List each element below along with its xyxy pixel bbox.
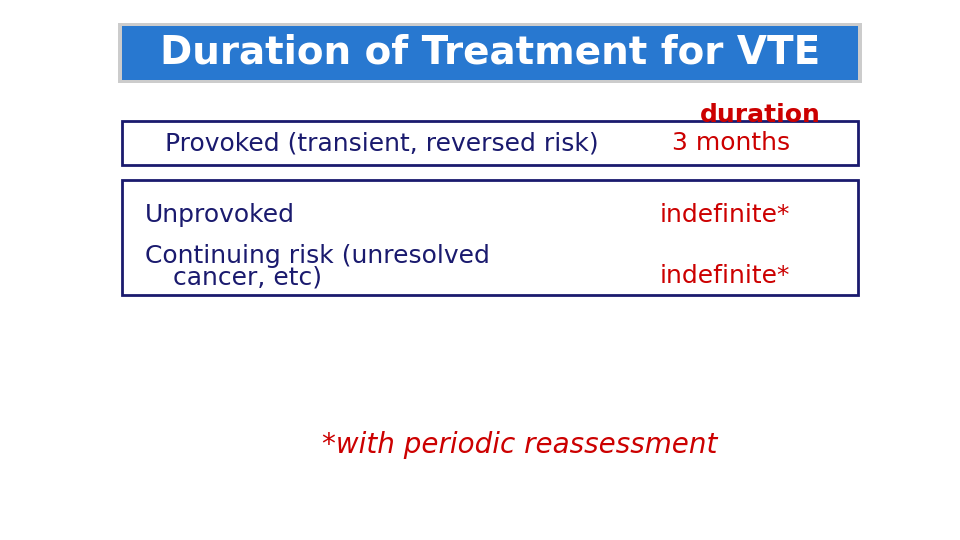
Text: Duration of Treatment for VTE: Duration of Treatment for VTE [160, 34, 820, 72]
Text: cancer, etc): cancer, etc) [157, 266, 322, 290]
Text: Unprovoked: Unprovoked [145, 203, 295, 227]
Text: 3 months: 3 months [672, 131, 790, 155]
FancyBboxPatch shape [122, 121, 858, 165]
Text: indefinite*: indefinite* [660, 203, 790, 227]
Text: duration: duration [700, 103, 821, 127]
FancyBboxPatch shape [122, 180, 858, 295]
Text: indefinite*: indefinite* [660, 264, 790, 288]
FancyBboxPatch shape [118, 23, 862, 83]
Text: *with periodic reassessment: *with periodic reassessment [323, 431, 718, 459]
FancyBboxPatch shape [122, 26, 858, 80]
Text: Continuing risk (unresolved: Continuing risk (unresolved [145, 244, 490, 268]
Text: Provoked (transient, reversed risk): Provoked (transient, reversed risk) [165, 131, 599, 155]
